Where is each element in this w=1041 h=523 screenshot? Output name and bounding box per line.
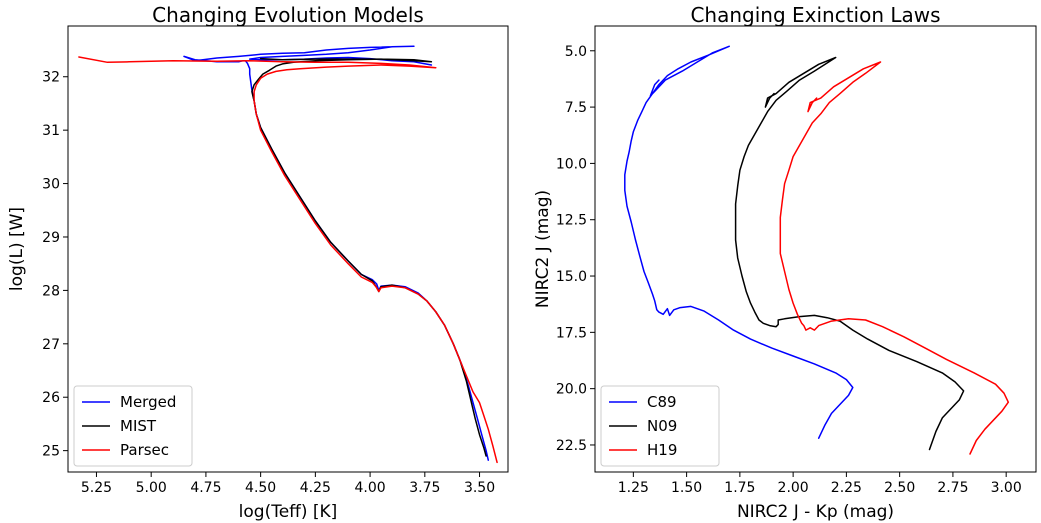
panel-1-y-tick-label: 29 xyxy=(42,230,60,246)
panel-2-x-tick-label: 2.75 xyxy=(937,480,968,496)
panel-2-y-tick-label: 7.5 xyxy=(565,100,587,116)
panel-1-x-tick-label: 5.00 xyxy=(136,480,167,496)
panel-2-title: Changing Exinction Laws xyxy=(690,3,940,27)
panel-2-x-tick-label: 3.00 xyxy=(991,480,1022,496)
panel-1-x-tick-label: 3.75 xyxy=(409,480,440,496)
panel-1-x-tick-label: 4.75 xyxy=(190,480,221,496)
panel-1-y-tick-label: 27 xyxy=(42,337,60,353)
panel-1-x-tick-label: 4.50 xyxy=(245,480,276,496)
panel-2-plot-frame xyxy=(594,25,1037,473)
panel-2-legend-label-h19: H19 xyxy=(647,441,677,459)
panel-1-y-tick-label: 30 xyxy=(42,177,60,193)
panel-2-legend-label-n09: N09 xyxy=(647,417,677,435)
panel-1-x-tick-label: 3.50 xyxy=(464,480,495,496)
panel-2-x-tick-label: 2.50 xyxy=(884,480,915,496)
panel-2-x-tick-label: 1.50 xyxy=(671,480,702,496)
panel-1-x-axis-label: log(Teff) [K] xyxy=(239,502,338,522)
panel-1-legend-label-parsec: Parsec xyxy=(120,441,169,459)
panel-1-y-tick-label: 26 xyxy=(42,390,60,406)
panel-2-legend-box xyxy=(600,385,720,467)
panel-2-series-c89-line xyxy=(624,45,854,439)
panel-2-y-tick-label: 20.0 xyxy=(556,382,587,398)
panel-2-y-tick-label: 5.0 xyxy=(565,44,587,60)
panel-1-y-tick-label: 25 xyxy=(42,444,60,460)
panel-1-legend-box xyxy=(73,385,193,467)
panel-1-x-tick-label: 5.25 xyxy=(81,480,112,496)
panel-1-legend-label-mist: MIST xyxy=(120,417,157,435)
panel-2-y-axis-label: NIRC2 J (mag) xyxy=(533,190,553,308)
panel-1-x-tick-label: 4.25 xyxy=(300,480,331,496)
panel-1-legend-label-merged: Merged xyxy=(120,393,176,411)
panel-1-y-tick-label: 32 xyxy=(42,70,60,86)
panel-1-series-parsec-line xyxy=(78,56,498,464)
panel-2-series-n09-line xyxy=(734,56,965,451)
panel-2-x-tick-label: 2.00 xyxy=(778,480,809,496)
panel-2-x-tick-label: 2.25 xyxy=(831,480,862,496)
panel-1-x-tick-label: 4.00 xyxy=(355,480,386,496)
panel-2-y-tick-label: 12.5 xyxy=(556,213,587,229)
panel-1-y-axis-label: log(L) [W] xyxy=(7,207,27,291)
panel-1-series-merged-line xyxy=(183,45,490,461)
panel-1-y-tick-label: 28 xyxy=(42,283,60,299)
panel-2-x-axis-label: NIRC2 J - Kp (mag) xyxy=(737,502,894,522)
panel-1-y-tick-label: 31 xyxy=(42,123,60,139)
panel-2-y-tick-label: 22.5 xyxy=(556,438,587,454)
panel-2-y-tick-label: 10.0 xyxy=(556,156,587,172)
panel-1-title: Changing Evolution Models xyxy=(152,3,424,27)
panel-2-y-tick-label: 15.0 xyxy=(556,269,587,285)
panel-2-series-h19-line xyxy=(779,61,1010,455)
panel-2-legend-label-c89: C89 xyxy=(647,393,677,411)
panel-1-plot-frame xyxy=(67,25,509,473)
panel-2-y-tick-label: 17.5 xyxy=(556,325,587,341)
panel-2-x-tick-label: 1.75 xyxy=(724,480,755,496)
panel-2-x-tick-label: 1.25 xyxy=(618,480,649,496)
panel-1-series-mist-line xyxy=(251,57,487,457)
